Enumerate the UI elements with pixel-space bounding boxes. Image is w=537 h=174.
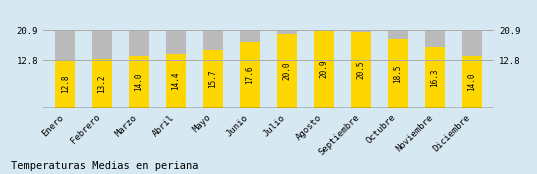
Text: 16.3: 16.3: [430, 68, 439, 87]
Bar: [425, 47, 445, 108]
Text: 13.2: 13.2: [98, 74, 107, 93]
Bar: [277, 34, 297, 108]
Text: 20.5: 20.5: [357, 61, 366, 79]
Text: 15.7: 15.7: [208, 69, 217, 88]
Bar: [314, 30, 334, 108]
Bar: [92, 30, 112, 108]
Text: 18.5: 18.5: [394, 64, 402, 83]
Bar: [425, 30, 445, 108]
Bar: [388, 39, 408, 108]
Bar: [203, 50, 223, 108]
Bar: [240, 30, 260, 108]
Bar: [351, 32, 371, 108]
Bar: [129, 30, 149, 108]
Bar: [388, 30, 408, 108]
Bar: [203, 30, 223, 108]
Text: 20.9: 20.9: [320, 60, 329, 78]
Bar: [462, 56, 482, 108]
Bar: [166, 54, 186, 108]
Bar: [55, 30, 75, 108]
Bar: [166, 30, 186, 108]
Text: 14.4: 14.4: [171, 72, 180, 90]
Bar: [462, 30, 482, 108]
Text: 12.8: 12.8: [61, 75, 70, 93]
Bar: [55, 60, 75, 108]
Bar: [314, 30, 334, 108]
Bar: [92, 59, 112, 108]
Text: 14.0: 14.0: [135, 73, 143, 91]
Bar: [240, 42, 260, 108]
Bar: [129, 56, 149, 108]
Text: Temperaturas Medias en periana: Temperaturas Medias en periana: [11, 161, 198, 171]
Text: 14.0: 14.0: [467, 73, 476, 91]
Bar: [351, 30, 371, 108]
Text: 17.6: 17.6: [245, 66, 255, 84]
Bar: [277, 30, 297, 108]
Text: 20.0: 20.0: [282, 61, 292, 80]
